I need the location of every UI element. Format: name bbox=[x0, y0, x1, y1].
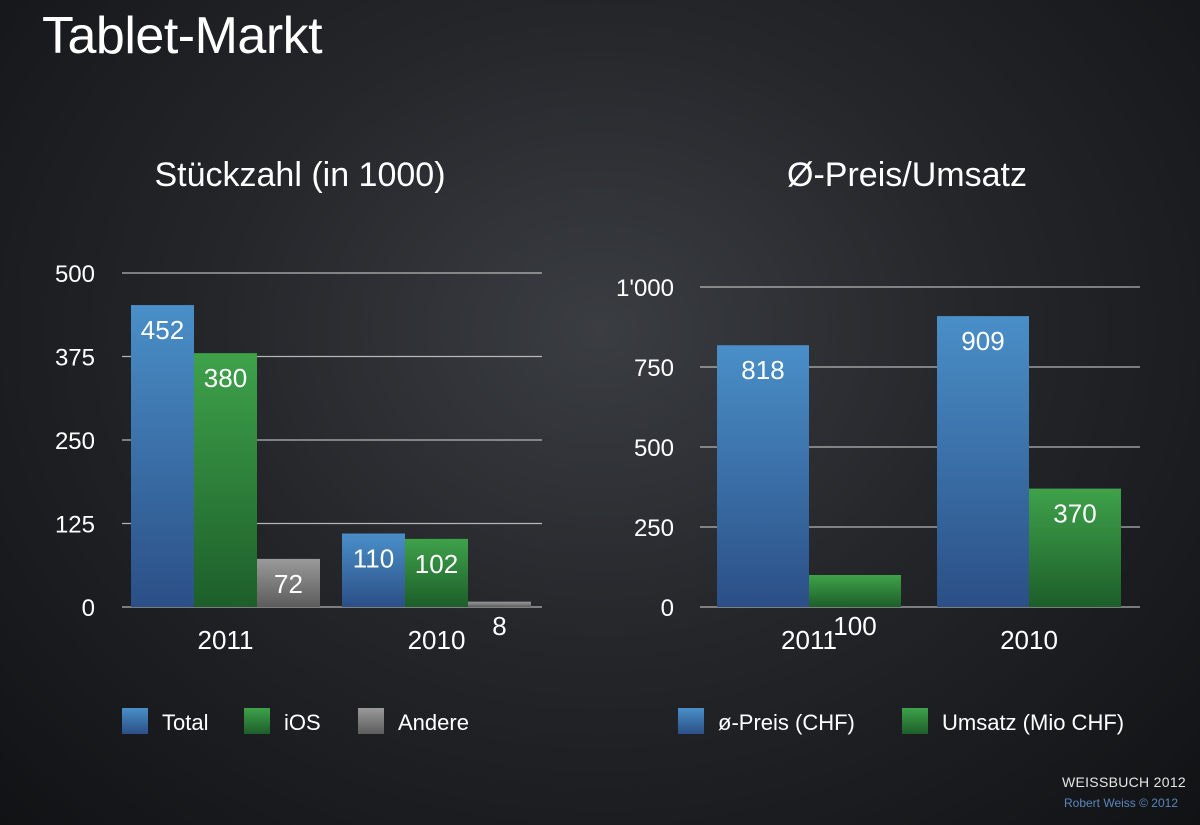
category-label: 2011 bbox=[781, 625, 837, 655]
bar-ios bbox=[405, 538, 468, 607]
bar--preis-chf- bbox=[717, 345, 809, 607]
legend-label: Andere bbox=[398, 710, 469, 735]
page-title: Tablet-Markt bbox=[42, 7, 323, 65]
legend-swatch bbox=[122, 708, 148, 734]
category-label: 2010 bbox=[408, 625, 466, 655]
legend-label: ø-Preis (CHF) bbox=[718, 710, 855, 735]
legend-label: Total bbox=[162, 710, 208, 735]
legend-label: Umsatz (Mio CHF) bbox=[942, 710, 1124, 735]
data-label: 909 bbox=[961, 326, 1004, 356]
y-tick-label: 500 bbox=[634, 435, 674, 462]
y-tick-label: 250 bbox=[634, 515, 674, 542]
bar-total bbox=[131, 305, 194, 607]
data-label: 100 bbox=[833, 611, 876, 641]
legend-swatch bbox=[358, 708, 384, 734]
y-tick-label: 0 bbox=[661, 595, 674, 622]
bar--preis-chf- bbox=[937, 316, 1029, 607]
y-tick-label: 0 bbox=[82, 595, 95, 622]
legend-swatch bbox=[902, 708, 928, 734]
y-tick-label: 500 bbox=[55, 261, 95, 288]
y-tick-label: 375 bbox=[55, 345, 95, 372]
bar-andere bbox=[257, 558, 320, 607]
y-tick-label: 750 bbox=[634, 355, 674, 382]
footer-copyright: Robert Weiss © 2012 bbox=[1063, 796, 1178, 810]
footer-brand: WEISSBUCH 2012 bbox=[1061, 774, 1186, 790]
bar-total bbox=[342, 533, 405, 607]
legend-label: iOS bbox=[284, 710, 321, 735]
units-chart: Stückzahl (in 1000) 0 125 250 375 500 452 380 72… bbox=[55, 156, 542, 735]
category-label: 2010 bbox=[1000, 625, 1058, 655]
bar-ios bbox=[194, 353, 257, 607]
y-tick-label: 1'000 bbox=[616, 275, 674, 302]
data-label: 380 bbox=[204, 363, 247, 393]
legend-swatch bbox=[678, 708, 704, 734]
data-label: 102 bbox=[415, 549, 458, 579]
y-tick-label: 250 bbox=[55, 428, 95, 455]
data-label: 452 bbox=[141, 315, 184, 345]
legend-swatch bbox=[244, 708, 270, 734]
data-label: 8 bbox=[492, 611, 506, 641]
chart-title: Ø-Preis/Umsatz bbox=[787, 156, 1027, 194]
data-label: 110 bbox=[353, 544, 394, 574]
bar-umsatz-mio-chf- bbox=[809, 575, 901, 607]
bar-andere bbox=[468, 601, 531, 607]
category-label: 2011 bbox=[198, 625, 254, 655]
data-label: 818 bbox=[741, 355, 784, 385]
data-label: 72 bbox=[274, 569, 303, 599]
data-label: 370 bbox=[1053, 499, 1096, 529]
y-tick-label: 125 bbox=[55, 512, 95, 539]
bar-umsatz-mio-chf- bbox=[1029, 488, 1121, 607]
chart-title: Stückzahl (in 1000) bbox=[154, 156, 445, 194]
